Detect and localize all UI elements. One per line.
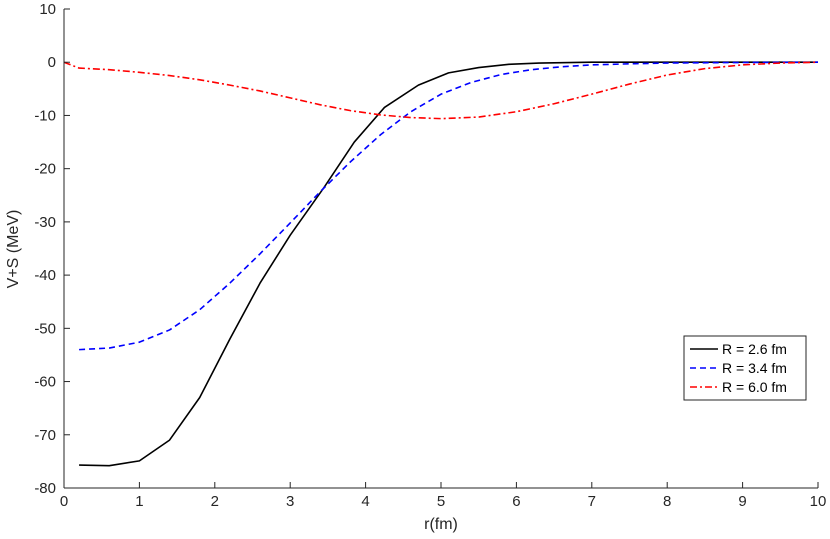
y-tick-label: -30 — [34, 214, 56, 231]
x-tick-label: 2 — [211, 493, 219, 510]
series-line-2 — [79, 61, 819, 351]
y-tick-label: -80 — [34, 480, 56, 497]
x-axis-label: r(fm) — [424, 516, 458, 533]
x-tick-label: 5 — [437, 493, 445, 510]
legend-label-3: R = 6.0 fm — [722, 379, 787, 395]
x-tick-label: 0 — [60, 493, 68, 510]
y-tick-label: 0 — [48, 54, 56, 71]
y-tick-label: -60 — [34, 374, 56, 391]
series-line-3 — [63, 61, 819, 120]
x-tick-label: 7 — [588, 493, 596, 510]
legend: R = 2.6 fm R = 3.4 fm R = 6.0 fm — [683, 335, 807, 401]
y-tick-label: -50 — [34, 320, 56, 337]
x-tick-label: 3 — [286, 493, 294, 510]
y-tick-label: -10 — [34, 107, 56, 124]
x-tick-label: 4 — [361, 493, 369, 510]
x-tick-label: 1 — [135, 493, 143, 510]
x-tick-label: 10 — [810, 493, 827, 510]
series-line-1 — [79, 61, 818, 467]
y-tick-label: 10 — [39, 1, 56, 18]
plot-area — [63, 61, 819, 467]
x-tick-label: 9 — [738, 493, 746, 510]
x-tick-label: 8 — [663, 493, 671, 510]
axes: 0 1 2 3 4 5 6 7 8 9 10 10 0 -10 -20 -30 -40 -50 -60 -70 -80 — [34, 1, 826, 510]
y-tick-label: -20 — [34, 161, 56, 178]
y-tick-label: -40 — [34, 267, 56, 284]
x-tick-label: 6 — [512, 493, 520, 510]
legend-label-1: R = 2.6 fm — [722, 341, 787, 357]
y-tick-label: -70 — [34, 427, 56, 444]
legend-label-2: R = 3.4 fm — [722, 360, 787, 376]
y-axis-label: V+S (MeV) — [5, 210, 22, 289]
